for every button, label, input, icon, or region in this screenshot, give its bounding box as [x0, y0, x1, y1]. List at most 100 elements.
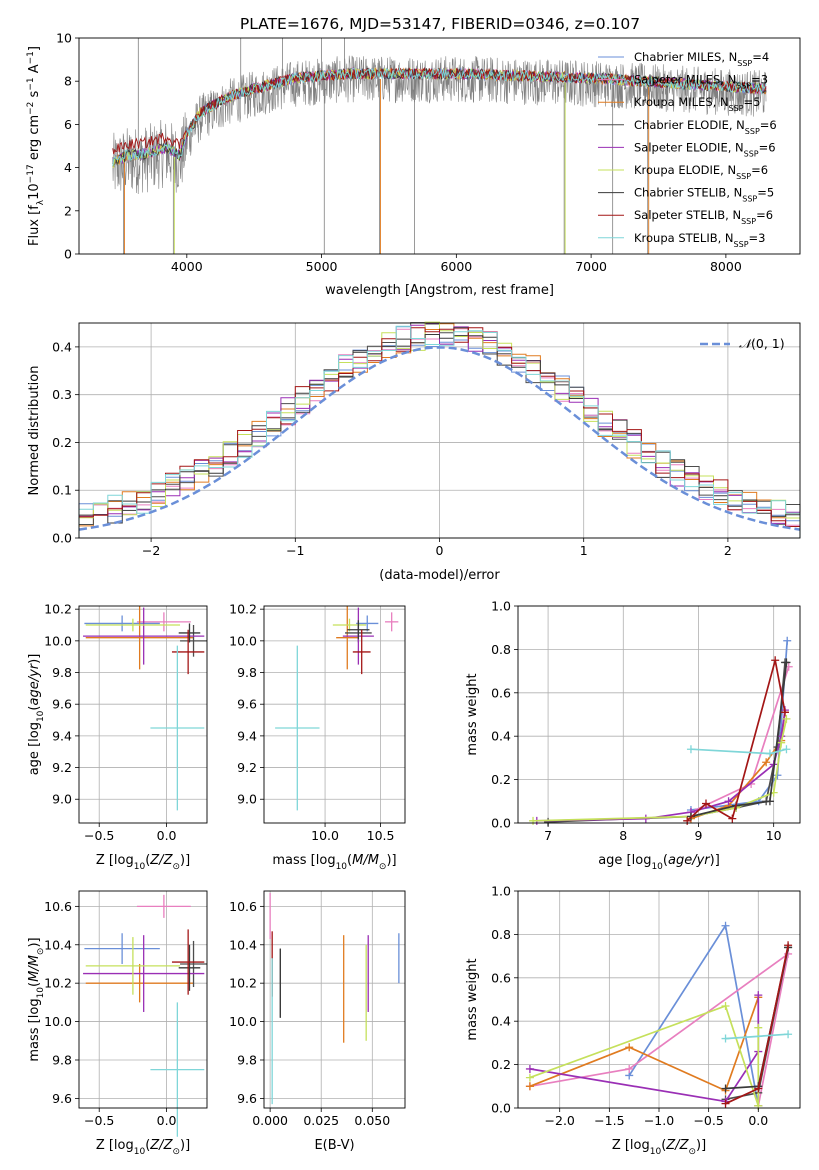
- y-axis-label-part: 10: [27, 183, 42, 200]
- axes-frame: [517, 605, 801, 824]
- y-tick-label: 9.8: [52, 1052, 72, 1067]
- y-axis-label-part: age/yr: [27, 662, 42, 705]
- axes-frame: [263, 605, 406, 824]
- x-axis-label-part: wavelength [Angstrom, rest frame]: [325, 283, 554, 298]
- x-axis-label: mass [log10(M/M⊙)]: [272, 853, 396, 872]
- series-line: [529, 995, 760, 1103]
- data-spectrum-line: [112, 55, 767, 195]
- y-tick-label: 10: [56, 31, 72, 46]
- legend-label: Kroupa STELIB, NSSP=3: [634, 231, 765, 249]
- x-axis-label: wavelength [Angstrom, rest frame]: [325, 283, 554, 298]
- series-line: [725, 945, 789, 1105]
- data-point-marker: [683, 816, 692, 825]
- y-tick-label: 10.4: [44, 937, 72, 952]
- y-tick-label: 9.8: [237, 665, 257, 680]
- data-point-marker: [721, 921, 730, 930]
- x-axis-label: Z [log10(Z/Z⊙)]: [612, 1138, 706, 1157]
- y-tick-label: 0.2: [52, 435, 72, 450]
- y-tick-label: 4: [64, 160, 72, 175]
- x-axis-label-part: 10: [651, 862, 663, 872]
- data-point-marker: [765, 749, 774, 758]
- x-axis-label-part: (: [661, 1138, 666, 1153]
- legend-label: Kroupa ELODIE, NSSP=6: [634, 163, 768, 181]
- residual-histogram: [78, 327, 801, 538]
- data-point-marker: [754, 1084, 763, 1093]
- y-tick-label: 9.0: [237, 792, 257, 807]
- legend-label: Chabrier MILES, NSSP=4: [634, 50, 769, 68]
- y-axis-label-part: (: [27, 982, 42, 987]
- legend-label-text: Salpeter MILES, N: [634, 73, 736, 87]
- legend-label-text: Salpeter ELODIE, N: [634, 140, 744, 154]
- y-tick-label: 0.4: [491, 729, 511, 744]
- legend-label-sub: SSP: [745, 126, 760, 135]
- x-tick-label: 0: [436, 543, 444, 558]
- x-axis-label-part: 10: [336, 862, 348, 872]
- age-vs-Z-panel: −0.5 0.09.09.29.49.69.810.010.2Z [log10(Z…: [27, 602, 208, 872]
- y-axis-label-part: ]: [27, 46, 42, 51]
- x-tick-label: 8000: [710, 259, 742, 274]
- x-axis-label-part: M/M: [352, 853, 379, 868]
- x-tick-label: −1.5: [594, 1113, 624, 1128]
- x-axis-label-part: 10: [134, 1147, 146, 1157]
- y-tick-label: 0.2: [491, 1057, 511, 1072]
- x-axis-label: Z [log10(Z/Z⊙)]: [96, 1138, 190, 1157]
- data-point-marker: [783, 636, 792, 645]
- data-point-marker: [721, 1034, 730, 1043]
- y-axis-label-part: −17: [26, 164, 36, 183]
- y-axis-label: age [log10(age/yr)]: [27, 654, 46, 776]
- data-point-marker: [525, 1064, 534, 1073]
- data-point-marker: [728, 814, 737, 823]
- y-tick-label: 9.2: [237, 760, 257, 775]
- y-tick-label: 0.0: [491, 816, 511, 831]
- legend-label: Chabrier STELIB, NSSP=5: [634, 186, 774, 204]
- x-tick-label: 7: [544, 828, 552, 843]
- legend-label-text: Kroupa ELODIE, N: [634, 163, 736, 177]
- y-tick-label: 6: [64, 117, 72, 132]
- y-tick-label: 9.4: [52, 728, 72, 743]
- x-tick-label: 0.025: [303, 1113, 339, 1128]
- y-axis-label-part: mass weight: [465, 958, 480, 1040]
- y-tick-label: 0.6: [491, 970, 511, 985]
- x-axis-label-part: 10: [134, 862, 146, 872]
- x-axis-label-part: ⊙: [379, 862, 387, 872]
- legend-label: Kroupa MILES, NSSP=5: [634, 95, 760, 113]
- data-point-marker: [686, 745, 695, 754]
- x-tick-label: 2: [724, 543, 732, 558]
- axes-frame: [78, 890, 208, 1109]
- y-tick-label: 9.6: [237, 1091, 257, 1106]
- legend-label-sub: SSP: [737, 59, 752, 68]
- series-line: [548, 662, 786, 823]
- y-axis-label-part: ⊙: [36, 948, 46, 956]
- residuals-panel: −2 −1 0 1 2 0.0 0.1 0.2 0.3 0.4 𝒩(0, 1) (data-model…: [27, 321, 801, 583]
- y-axis-label-part: (: [27, 706, 42, 711]
- legend-label-suffix: =6: [756, 208, 773, 222]
- x-axis-label: Z [log10(Z/Z⊙)]: [96, 853, 190, 872]
- x-tick-label: −2.0: [545, 1113, 575, 1128]
- axes-frame: [78, 37, 801, 255]
- y-tick-label: 9.0: [52, 792, 72, 807]
- legend-label-suffix: =3: [751, 73, 768, 87]
- legend-label-args: (0, 1): [751, 336, 785, 351]
- legend-label-sub: SSP: [744, 149, 759, 158]
- x-axis-label-part: 10: [650, 1147, 662, 1157]
- series-line: [532, 718, 788, 822]
- x-axis-label-part: ⊙: [172, 1147, 180, 1157]
- y-axis-label-part: λ: [36, 199, 46, 205]
- x-tick-label: 5000: [306, 259, 338, 274]
- data-point-marker: [765, 797, 774, 806]
- data-point-marker: [529, 816, 538, 825]
- y-tick-label: 0.4: [52, 339, 72, 354]
- data-point-marker: [762, 758, 771, 767]
- data-point-marker: [782, 658, 791, 667]
- series-line: [725, 1033, 789, 1040]
- y-axis-label-part: mass weight: [465, 673, 480, 755]
- data-point-marker: [784, 1030, 793, 1039]
- y-axis-label-part: −1: [26, 77, 36, 90]
- model-spectrum-line: [112, 67, 767, 155]
- x-tick-label: 10.0: [311, 828, 339, 843]
- x-tick-label: 0.0: [157, 828, 177, 843]
- y-axis-label-part: A: [27, 64, 42, 77]
- y-axis-label: mass weight: [465, 958, 480, 1040]
- x-axis-label-part: (data-model)/error: [379, 568, 500, 583]
- legend-label-sub: SSP: [742, 194, 757, 203]
